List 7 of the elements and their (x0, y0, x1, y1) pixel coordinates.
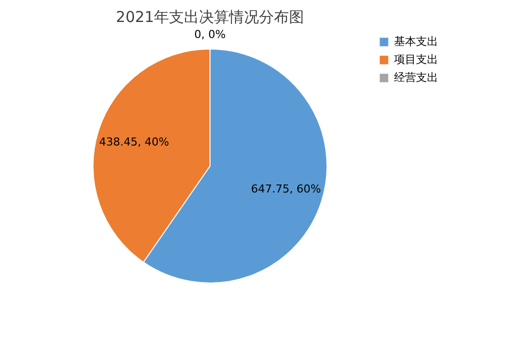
data-label: 647.75, 60% (250, 182, 321, 196)
text: 0, 0% (194, 28, 226, 41)
data-label: 438.45, 40% (99, 135, 170, 148)
chart-title: 2021年支出决算情况分布图 (116, 8, 304, 26)
legend-label: 基本支出 (394, 35, 438, 48)
legend-label: 经营支出 (394, 71, 438, 84)
legend-label: 项目支出 (394, 53, 438, 66)
